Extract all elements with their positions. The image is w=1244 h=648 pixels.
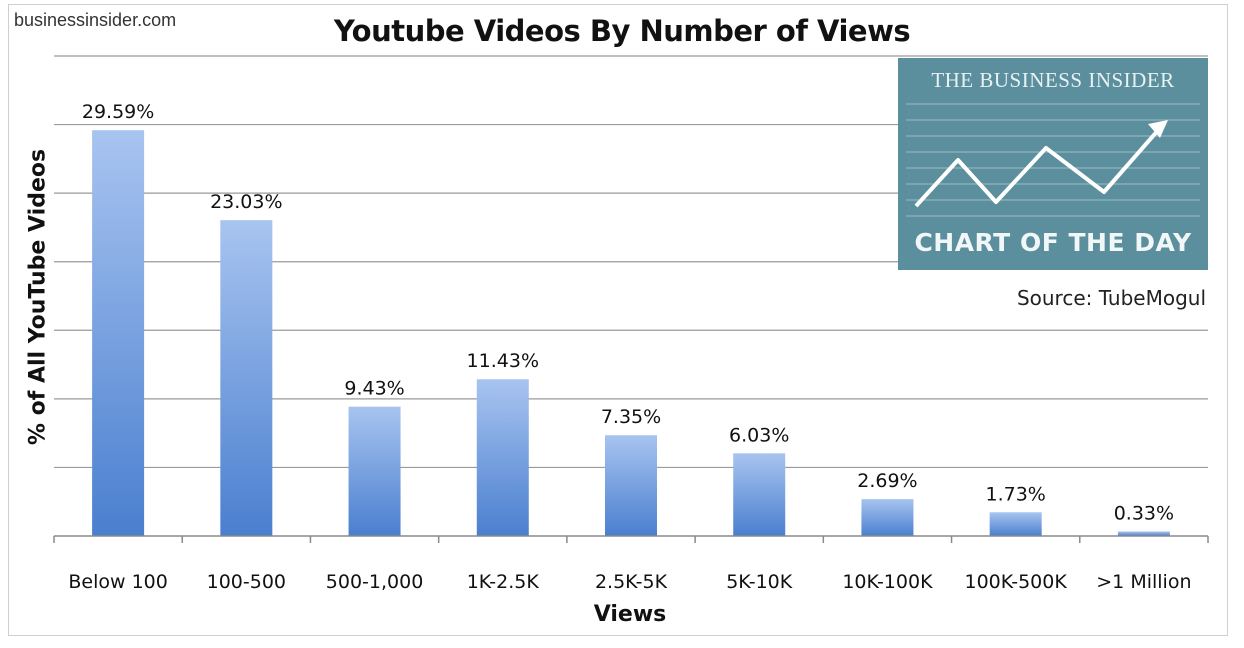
logo-graph-icon <box>906 103 1200 217</box>
category-label-6: 10K-100K <box>842 571 933 593</box>
bar-2 <box>348 406 401 536</box>
value-label-7: 1.73% <box>985 483 1045 505</box>
logo-brand-text: THE BUSINESS INSIDER <box>931 68 1175 92</box>
bar-7 <box>989 512 1042 536</box>
category-label-7: 100K-500K <box>965 571 1068 593</box>
category-label-3: 1K-2.5K <box>467 571 540 593</box>
x-axis <box>53 535 1209 543</box>
bar-6 <box>861 499 914 536</box>
category-label-8: >1 Million <box>1096 571 1191 593</box>
bar-4 <box>605 435 657 536</box>
site-name: businessinsider.com <box>14 10 177 30</box>
value-label-8: 0.33% <box>1114 502 1174 524</box>
chart-title: Youtube Videos By Number of Views <box>333 14 911 48</box>
x-axis-label: Views <box>593 602 667 627</box>
value-label-4: 7.35% <box>601 406 661 428</box>
category-label-4: 2.5K-5K <box>595 571 668 593</box>
category-label-0: Below 100 <box>68 571 167 593</box>
value-label-3: 11.43% <box>467 350 539 372</box>
source-note: Source: TubeMogul <box>1016 286 1206 310</box>
value-label-2: 9.43% <box>344 378 404 400</box>
bar-3 <box>476 379 529 536</box>
value-labels: 29.59% 23.03% 9.43% 11.43% 7.35% 6.03% 2.69% 1.… <box>82 101 1174 524</box>
category-label-1: 100-500 <box>207 571 286 593</box>
category-label-2: 500-1,000 <box>326 571 424 593</box>
value-label-0: 29.59% <box>82 101 154 123</box>
category-label-5: 5K-10K <box>726 571 793 593</box>
bars <box>92 130 1170 537</box>
value-label-5: 6.03% <box>729 424 789 446</box>
value-label-6: 2.69% <box>857 470 917 492</box>
bar-8 <box>1117 531 1170 536</box>
logo-caption-text: CHART OF THE DAY <box>914 228 1192 257</box>
bar-1 <box>220 220 273 536</box>
category-labels: Below 100 100-500 500-1,000 1K-2.5K 2.5K-5K 5… <box>68 571 1191 593</box>
chart-of-the-day-logo: THE BUSINESS INSIDER CHART OF THE DAY <box>898 58 1208 270</box>
bar-0 <box>92 130 145 537</box>
value-label-1: 23.03% <box>210 191 282 213</box>
bar-5 <box>733 453 786 536</box>
